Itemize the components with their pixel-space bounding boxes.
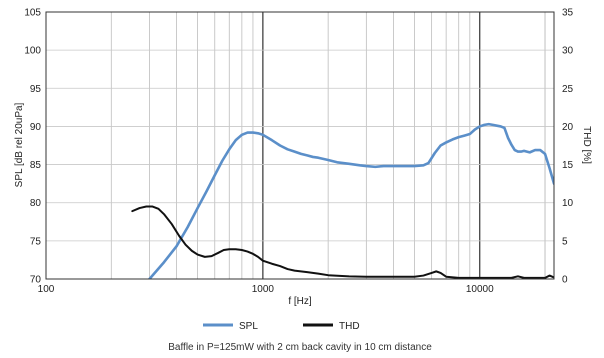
right-y-axis-label: THD [%] xyxy=(581,126,592,164)
left-y-tick-label: 105 xyxy=(24,8,41,19)
right-y-tick-label: 5 xyxy=(562,236,568,247)
right-y-tick-label: 35 xyxy=(562,8,574,19)
plot-frame xyxy=(45,11,555,280)
left-y-tick-label: 90 xyxy=(30,122,42,133)
right-y-tick-label: 15 xyxy=(562,160,574,171)
legend: SPL THD xyxy=(203,321,360,332)
right-y-tick-label: 25 xyxy=(562,84,574,95)
chart-caption: Baffle in P=125mW with 2 cm back cavity … xyxy=(168,342,432,353)
right-y-tick-label: 20 xyxy=(562,122,574,133)
left-y-tick-label: 85 xyxy=(30,160,42,171)
legend-label-spl: SPL xyxy=(239,321,258,332)
left-y-tick-label: 80 xyxy=(30,198,42,209)
grid xyxy=(45,12,554,279)
x-tick-label: 100 xyxy=(38,284,55,295)
tick-labels: 70 75 80 85 90 95 100 105 0 5 10 15 20 25 30 35 100 1000 1… xyxy=(24,8,573,296)
x-tick-label: 1000 xyxy=(252,284,275,295)
series-line-spl xyxy=(148,122,554,279)
right-y-tick-label: 30 xyxy=(562,46,574,57)
series-layer xyxy=(131,122,554,279)
left-y-tick-label: 95 xyxy=(30,84,42,95)
x-axis-label: f [Hz] xyxy=(288,296,312,307)
left-y-axis-label: SPL [dB rel 20uPa] xyxy=(14,102,25,187)
right-y-tick-label: 0 xyxy=(562,275,568,286)
x-tick-label: 10000 xyxy=(466,284,494,295)
left-y-tick-label: 70 xyxy=(30,275,42,286)
legend-label-thd: THD xyxy=(339,321,360,332)
right-y-tick-label: 10 xyxy=(562,198,574,209)
series-line-thd xyxy=(131,205,554,279)
left-y-tick-label: 75 xyxy=(30,236,42,247)
left-y-tick-label: 100 xyxy=(24,46,41,57)
